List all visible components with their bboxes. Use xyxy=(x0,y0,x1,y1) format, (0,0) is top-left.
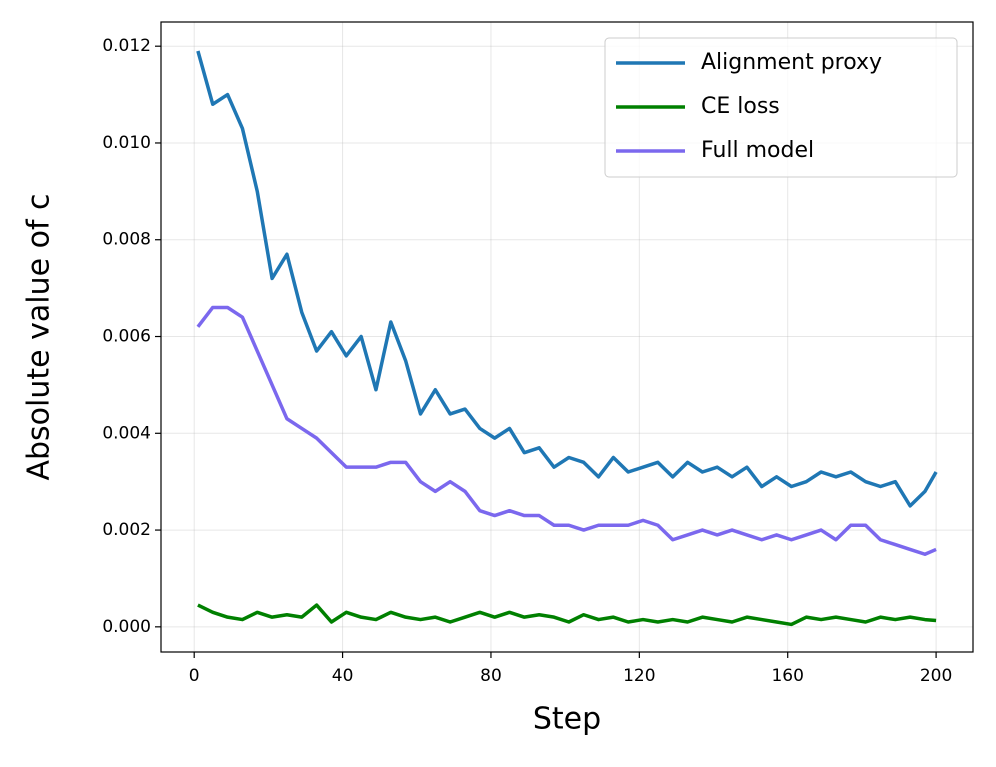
y-tick-label: 0.008 xyxy=(102,230,151,250)
y-tick-label: 0.002 xyxy=(102,520,151,540)
legend-label: Alignment proxy xyxy=(701,50,882,75)
x-tick-label: 80 xyxy=(480,666,502,686)
plot-frame xyxy=(160,21,974,653)
y-tick-label: 0.000 xyxy=(102,617,151,637)
y-tick-label: 0.006 xyxy=(102,327,151,347)
series-line xyxy=(196,50,938,508)
y-axis-label: Absolute value of c xyxy=(22,193,57,480)
x-tick-label: 0 xyxy=(189,666,200,686)
y-tick-label: 0.012 xyxy=(102,36,151,56)
x-axis-label: Step xyxy=(533,702,601,737)
legend-label: CE loss xyxy=(701,94,780,119)
series-line xyxy=(197,603,937,627)
x-tick-label: 40 xyxy=(332,666,354,686)
x-tick-label: 160 xyxy=(771,666,803,686)
legend-label: Full model xyxy=(701,138,814,163)
series-line xyxy=(196,305,937,557)
y-tick-label: 0.004 xyxy=(102,423,151,443)
legend-box xyxy=(604,37,958,178)
x-tick-label: 120 xyxy=(623,666,655,686)
x-tick-label: 200 xyxy=(920,666,952,686)
y-tick-label: 0.010 xyxy=(102,133,151,153)
